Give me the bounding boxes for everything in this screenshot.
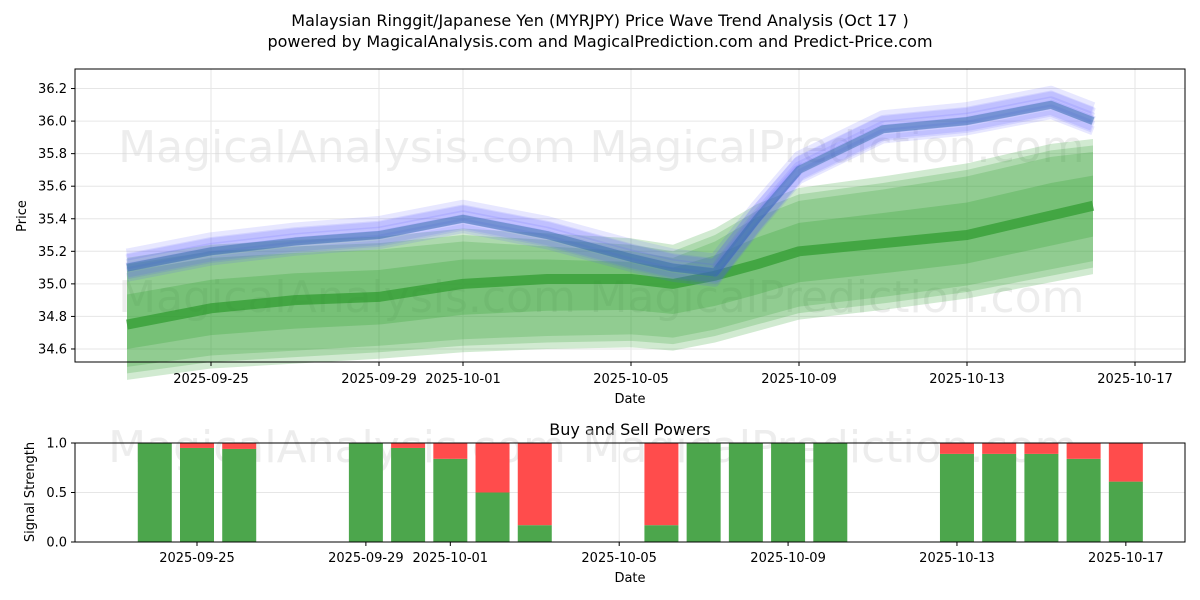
price-wave-line — [125, 91, 1096, 275]
price-y-tick-label: 34.8 — [38, 310, 67, 325]
sell-power-bar — [475, 443, 510, 493]
chart-title: Malaysian Ringgit/Japanese Yen (MYRJPY) … — [291, 11, 908, 30]
price-plot-background — [75, 69, 1185, 362]
buy-power-bar — [771, 443, 806, 542]
buy-power-bar — [475, 492, 510, 542]
buy-power-bar — [1066, 458, 1101, 542]
buy-power-bar — [644, 525, 679, 542]
sell-power-bar — [180, 443, 214, 448]
signal-x-tick-label: 2025-10-01 — [413, 551, 489, 566]
watermark-text: MagicalAnalysis.com — [118, 122, 576, 173]
price-y-tick-label: 35.8 — [38, 147, 67, 162]
trend-center-line — [126, 200, 1095, 330]
price-x-tick-label: 2025-10-01 — [425, 372, 501, 387]
trend-band — [127, 145, 1093, 374]
price-y-tick-label: 35.6 — [38, 180, 67, 195]
price-x-axis: 2025-09-25 2025-09-29 2025-10-01 2025-10-05… — [173, 362, 1173, 387]
price-x-tick-label: 2025-09-29 — [341, 372, 417, 387]
price-x-tick-label: 2025-10-09 — [761, 372, 837, 387]
sell-power-bar — [644, 443, 679, 526]
price-y-tick-label: 35.0 — [38, 277, 67, 292]
buy-power-bar — [391, 447, 426, 542]
buy-power-bar — [686, 443, 721, 542]
buy-power-bar — [222, 448, 257, 542]
buy-power-bar — [1108, 481, 1143, 542]
buy-power-bar — [1024, 453, 1059, 542]
price-x-axis-label: Date — [614, 392, 645, 407]
buy-power-bar — [433, 458, 468, 542]
price-x-tick-label: 2025-10-05 — [593, 372, 669, 387]
price-x-tick-label: 2025-09-25 — [173, 372, 249, 387]
trend-band-inner — [127, 175, 1093, 349]
sell-power-bar — [433, 443, 468, 459]
price-wave-core — [126, 100, 1095, 277]
price-x-tick-label: 2025-10-13 — [929, 372, 1005, 387]
price-wave-line — [125, 85, 1096, 266]
trend-band — [127, 152, 1093, 380]
signal-x-tick-label: 2025-10-13 — [919, 551, 995, 566]
price-y-tick-label: 35.4 — [38, 212, 67, 227]
price-wave-line — [126, 90, 1095, 268]
price-x-tick-label: 2025-10-17 — [1097, 372, 1173, 387]
signal-x-tick-label: 2025-10-17 — [1088, 551, 1164, 566]
signal-x-tick-label: 2025-09-29 — [328, 551, 404, 566]
price-y-tick-label: 36.2 — [38, 82, 67, 97]
sell-power-bar — [222, 443, 257, 449]
buy-power-bar — [813, 443, 848, 542]
sell-power-bar — [1024, 443, 1059, 454]
signal-y-tick-label: 0.0 — [46, 536, 67, 551]
price-series — [125, 85, 1096, 380]
sell-power-bar — [939, 443, 974, 454]
signal-y-axis-label: Signal Strength — [23, 442, 38, 542]
price-y-axis: 34.6 34.8 35.0 35.2 35.4 35.6 35.8 36.0 36.2 — [38, 82, 75, 357]
buy-power-bar — [137, 443, 172, 542]
sell-power-bar — [982, 443, 1017, 454]
price-wave-line — [125, 99, 1096, 283]
price-wave-line — [126, 110, 1095, 287]
signal-x-axis-label: Date — [614, 571, 645, 586]
sell-power-bar — [1108, 443, 1143, 482]
trend-band — [127, 138, 1093, 367]
sell-power-bar — [517, 443, 552, 526]
price-wave-line — [126, 100, 1095, 277]
price-wave-line — [125, 96, 1096, 277]
buy-power-bar — [517, 525, 552, 542]
signal-chart-title: Buy and Sell Powers — [549, 420, 711, 439]
buy-power-bar — [348, 443, 383, 542]
price-watermarks: MagicalAnalysis.com MagicalPrediction.co… — [118, 122, 1084, 323]
sell-power-bar — [1066, 443, 1101, 459]
chart-subtitle: powered by MagicalAnalysis.com and Magic… — [267, 32, 932, 51]
signal-x-tick-label: 2025-10-09 — [750, 551, 826, 566]
signal-x-tick-label: 2025-10-05 — [581, 551, 657, 566]
buy-power-bar — [939, 453, 974, 542]
price-chart-panel: MagicalAnalysis.com MagicalPrediction.co… — [15, 68, 1186, 407]
price-wave-line — [125, 104, 1096, 285]
price-y-tick-label: 36.0 — [38, 115, 67, 130]
price-plot-frame — [74, 68, 1186, 363]
signal-y-axis: 0.0 0.5 1.0 — [46, 437, 75, 551]
price-y-tick-label: 35.2 — [38, 245, 67, 260]
price-y-axis-label: Price — [15, 200, 30, 232]
signal-bars — [137, 443, 1143, 542]
signal-y-tick-label: 1.0 — [46, 437, 67, 452]
buy-power-bar — [982, 453, 1017, 542]
price-y-tick-label: 34.6 — [38, 342, 67, 357]
sell-power-bar — [391, 443, 426, 448]
buy-power-bar — [180, 447, 214, 542]
signal-y-tick-label: 0.5 — [46, 486, 67, 501]
watermark-text: MagicalPrediction.com — [590, 122, 1085, 173]
signal-chart-panel: Buy and Sell Powers MagicalAnalysis.com … — [23, 420, 1186, 586]
signal-x-tick-label: 2025-09-25 — [159, 551, 235, 566]
buy-power-bar — [728, 443, 763, 542]
signal-x-axis: 2025-09-25 2025-09-29 2025-10-01 2025-10-05… — [159, 542, 1164, 566]
